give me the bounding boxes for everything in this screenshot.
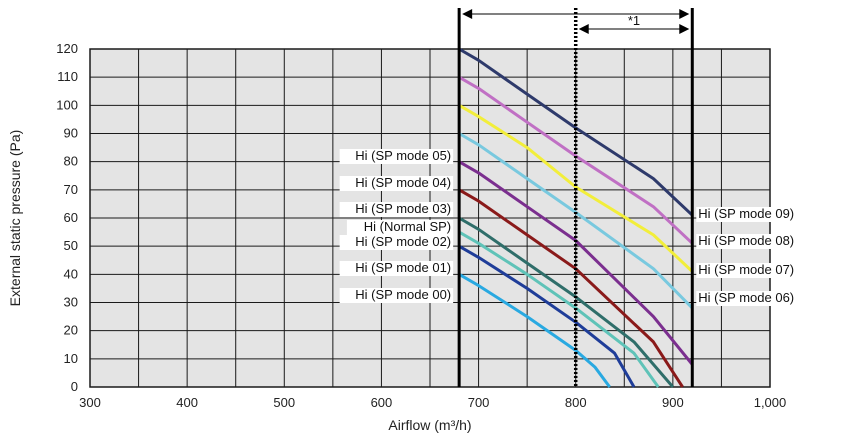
x-tick-label: 300 bbox=[79, 395, 101, 410]
y-tick-label: 40 bbox=[64, 266, 78, 281]
series-label-background bbox=[339, 261, 454, 276]
series-label-background bbox=[339, 202, 454, 217]
series-label: Hi (Normal SP) bbox=[364, 219, 451, 234]
y-tick-labels: 0 10 20 30 40 50 60 70 80 90 100 110 120 bbox=[56, 41, 78, 394]
range-label: *1 bbox=[628, 13, 640, 28]
series-label: Hi (SP mode 05) bbox=[355, 148, 451, 163]
series-label: Hi (SP mode 04) bbox=[355, 175, 451, 190]
arrowhead-right bbox=[679, 9, 690, 19]
series-line bbox=[458, 230, 660, 388]
x-tick-label: 500 bbox=[273, 395, 295, 410]
series-label-background bbox=[339, 149, 454, 164]
series-line bbox=[458, 188, 684, 388]
series-label: Hi (SP mode 01) bbox=[355, 260, 451, 275]
arrowhead-left bbox=[578, 24, 589, 34]
range-annotation: *1 bbox=[462, 9, 690, 34]
series-label-background bbox=[339, 288, 454, 303]
series-label-background bbox=[696, 263, 810, 278]
y-tick-label: 30 bbox=[64, 295, 78, 310]
series-line bbox=[458, 47, 694, 217]
x-tick-label: 600 bbox=[371, 395, 393, 410]
arrowhead-left bbox=[462, 9, 473, 19]
x-tick-label: 900 bbox=[662, 395, 684, 410]
x-tick-label: 1,000 bbox=[754, 395, 787, 410]
x-tick-label: 700 bbox=[468, 395, 490, 410]
series-label-background bbox=[696, 291, 810, 306]
y-tick-label: 50 bbox=[64, 238, 78, 253]
x-axis-title: Airflow (m³/h) bbox=[388, 417, 471, 433]
y-tick-label: 90 bbox=[64, 126, 78, 141]
series-label: Hi (SP mode 09) bbox=[698, 206, 794, 221]
series-line bbox=[458, 132, 694, 310]
series-lines bbox=[458, 47, 694, 388]
y-tick-label: 110 bbox=[57, 69, 78, 84]
y-tick-label: 20 bbox=[64, 323, 78, 338]
series-label-background bbox=[696, 234, 810, 249]
series-label: Hi (SP mode 02) bbox=[355, 234, 451, 249]
y-tick-label: 60 bbox=[64, 210, 78, 225]
series-label-background bbox=[696, 207, 810, 222]
x-tick-label: 400 bbox=[176, 395, 198, 410]
x-tick-labels: 300 400 500 600 700 800 900 1,000 bbox=[79, 395, 786, 410]
y-tick-label: 120 bbox=[56, 41, 78, 56]
series-label: Hi (SP mode 07) bbox=[698, 262, 794, 277]
series-label-background bbox=[346, 220, 454, 235]
y-axis-title: External static pressure (Pa) bbox=[7, 130, 23, 307]
y-tick-label: 100 bbox=[56, 97, 78, 112]
series-label: Hi (SP mode 03) bbox=[355, 201, 451, 216]
series-label-background bbox=[339, 176, 454, 191]
series-line bbox=[458, 160, 694, 366]
y-tick-label: 0 bbox=[71, 379, 78, 394]
series-label: Hi (SP mode 06) bbox=[698, 290, 794, 305]
x-tick-label: 800 bbox=[565, 395, 587, 410]
series-line bbox=[458, 104, 694, 273]
series-labels: Hi (SP mode 05) Hi (SP mode 04) Hi (SP mod… bbox=[339, 148, 810, 306]
series-label: Hi (SP mode 08) bbox=[698, 233, 794, 248]
vertical-markers bbox=[457, 8, 694, 387]
y-tick-label: 70 bbox=[64, 182, 78, 197]
grid bbox=[89, 48, 771, 388]
series-line bbox=[458, 273, 611, 388]
series-line bbox=[458, 75, 694, 245]
series-line bbox=[458, 244, 636, 388]
series-label-background bbox=[339, 235, 454, 250]
series-label: Hi (SP mode 00) bbox=[355, 287, 451, 302]
y-tick-label: 10 bbox=[64, 351, 78, 366]
arrowhead-right bbox=[679, 24, 690, 34]
series-line bbox=[458, 216, 675, 388]
y-tick-label: 80 bbox=[64, 154, 78, 169]
